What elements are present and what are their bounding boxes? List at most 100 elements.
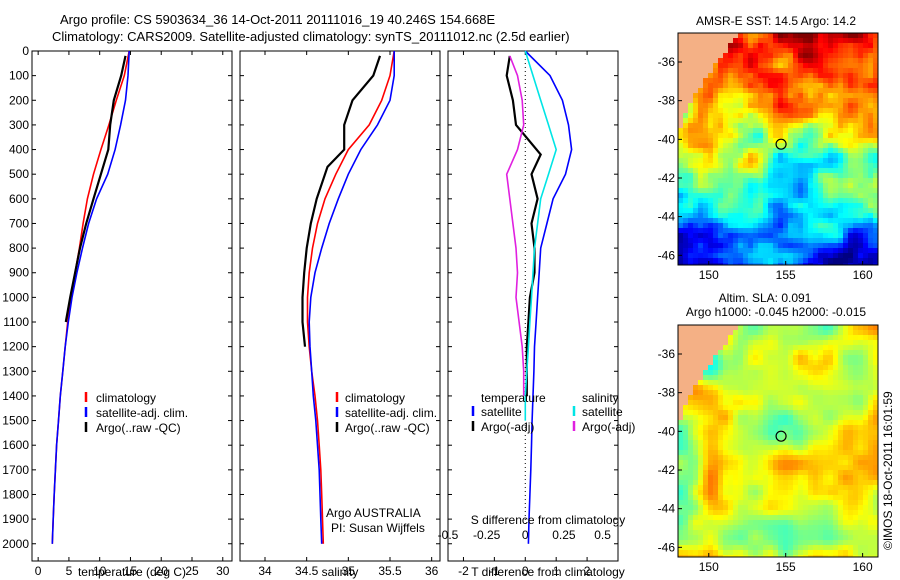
map-cell (713, 520, 718, 525)
map-cell (728, 395, 733, 400)
map-cell (848, 390, 853, 395)
map-cell (693, 263, 698, 265)
map-cell (863, 425, 868, 430)
map-cell (828, 228, 833, 233)
map-cell (703, 520, 708, 525)
map-cell (783, 355, 788, 360)
map-cell (688, 213, 693, 218)
x-tick-label: 2 (584, 564, 591, 578)
map-cell (748, 340, 753, 345)
map-cell (848, 360, 853, 365)
map-cell (808, 425, 813, 430)
map-cell (768, 218, 773, 223)
map-cell (693, 490, 698, 495)
map-cell (743, 455, 748, 460)
map-cell (733, 335, 738, 340)
map-cell (728, 390, 733, 395)
map-cell (818, 133, 823, 138)
map-cell (778, 450, 783, 455)
map-cell (803, 143, 808, 148)
map-cell (848, 385, 853, 390)
map-cell (738, 395, 743, 400)
map-cell (863, 335, 868, 340)
map-cell (748, 430, 753, 435)
map-cell (703, 223, 708, 228)
map-cell (723, 475, 728, 480)
map-cell (798, 33, 803, 38)
map-cell (763, 113, 768, 118)
map-cell (843, 113, 848, 118)
y-tick-label: 700 (9, 216, 29, 230)
map-cell (773, 335, 778, 340)
map-cell (698, 540, 703, 545)
map-cell (798, 53, 803, 58)
map-cell (868, 93, 873, 98)
map-cell (748, 208, 753, 213)
map-cell (773, 53, 778, 58)
map-cell (743, 128, 748, 133)
map-cell (813, 198, 818, 203)
map-cell (803, 440, 808, 445)
map-cell (823, 263, 828, 265)
map-cell (808, 173, 813, 178)
map-cell (843, 355, 848, 360)
map-cell (723, 545, 728, 550)
map-cell (748, 385, 753, 390)
map-cell (788, 425, 793, 430)
map-cell (733, 128, 738, 133)
map-cell (858, 63, 863, 68)
legend-label-climatology: climatology (345, 391, 405, 405)
map-cell (703, 143, 708, 148)
map-cell (723, 540, 728, 545)
map-cell (858, 173, 863, 178)
map-cell (843, 83, 848, 88)
map-cell (733, 153, 738, 158)
map-cell (768, 93, 773, 98)
map-cell (783, 515, 788, 520)
map-cell (798, 63, 803, 68)
map-cell (838, 465, 843, 470)
map-cell (788, 430, 793, 435)
map-cell (843, 375, 848, 380)
map-cell (798, 188, 803, 193)
map-cell (718, 485, 723, 490)
map-cell (778, 475, 783, 480)
map-cell (738, 480, 743, 485)
map-cell (808, 138, 813, 143)
map-cell (758, 355, 763, 360)
map-cell (778, 53, 783, 58)
map-cell (733, 465, 738, 470)
map-cell (733, 460, 738, 465)
map-cell (718, 490, 723, 495)
map-cell (753, 203, 758, 208)
map-cell (743, 435, 748, 440)
map-cell (758, 218, 763, 223)
map-cell (678, 58, 683, 63)
map-cell (843, 545, 848, 550)
map-cell (868, 450, 873, 455)
map-cell (803, 208, 808, 213)
map-cell (748, 550, 753, 555)
map-cell (843, 103, 848, 108)
map-cell (848, 340, 853, 345)
map-cell (828, 390, 833, 395)
map-cell (683, 445, 688, 450)
map-cell (863, 233, 868, 238)
map-cell (848, 203, 853, 208)
map-cell (678, 530, 683, 535)
map-cell (678, 460, 683, 465)
map-cell (863, 505, 868, 510)
map-cell (808, 58, 813, 63)
map-cell (828, 510, 833, 515)
map-cell (818, 475, 823, 480)
map-cell (703, 233, 708, 238)
map-cell (778, 385, 783, 390)
map-cell (678, 218, 683, 223)
map-cell (768, 545, 773, 550)
map-cell (868, 340, 873, 345)
map-cell (863, 43, 868, 48)
map-cell (718, 173, 723, 178)
map-cell (833, 128, 838, 133)
map-cell (723, 330, 728, 335)
map-cell (808, 78, 813, 83)
